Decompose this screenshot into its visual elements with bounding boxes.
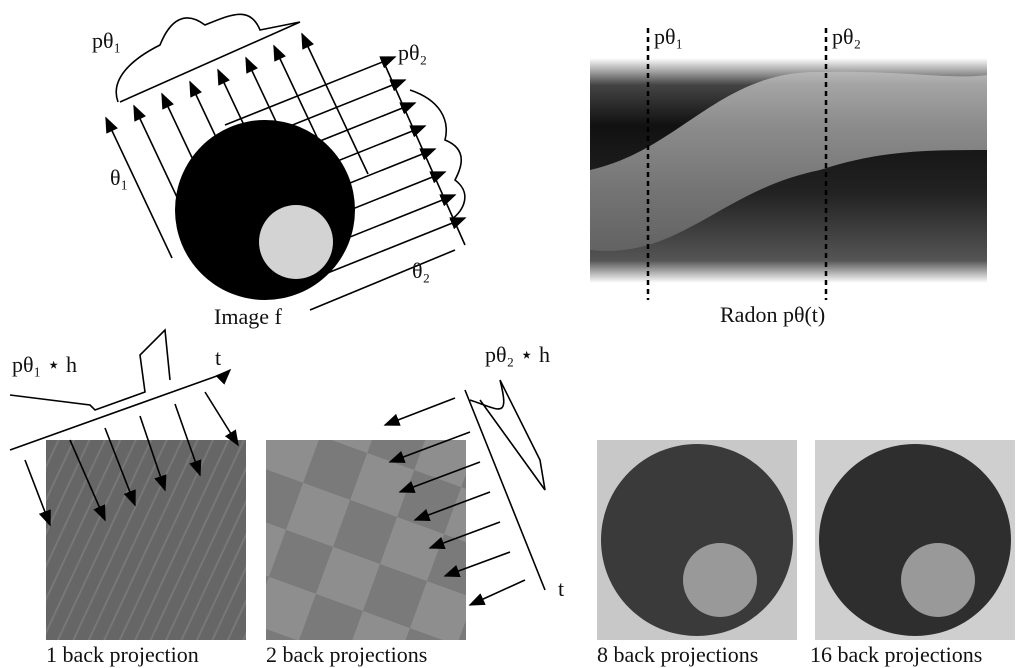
caption-2: 2 back projections — [266, 642, 427, 667]
angle1-label: θ₁ — [110, 165, 128, 190]
backprojection-panels: pθ₁ ⋆ h t pθ₂ ⋆ h t 1 back projection 2 … — [10, 330, 1015, 667]
axis1-label: t — [215, 345, 221, 370]
line1-label: pθ₁ — [654, 24, 683, 49]
filter1-label: pθ₁ ⋆ h — [12, 352, 77, 377]
proj1-label: pθ₁ — [92, 28, 121, 53]
proj2-label: pθ₂ — [398, 40, 427, 65]
image-panel: pθ₁ pθ₂ θ₁ θ₂ Image f — [92, 14, 465, 329]
caption-1: 1 back projection — [46, 642, 199, 667]
filter2-label: pθ₂ ⋆ h — [485, 342, 550, 367]
image-caption: Image f — [214, 304, 282, 329]
caption-3: 8 back projections — [597, 642, 758, 667]
angle2-label: θ₂ — [412, 258, 430, 283]
radon-panel: pθ₁ pθ₂ Radon pθ(t) — [590, 24, 987, 327]
radon-caption: Radon pθ(t) — [720, 302, 825, 327]
figure: pθ₁ pθ₂ θ₁ θ₂ Image f pθ₁ pθ₂ Radon pθ(t… — [0, 0, 1025, 668]
caption-4: 16 back projections — [810, 642, 982, 667]
axis2-label: t — [558, 576, 564, 601]
line2-label: pθ₂ — [832, 24, 861, 49]
